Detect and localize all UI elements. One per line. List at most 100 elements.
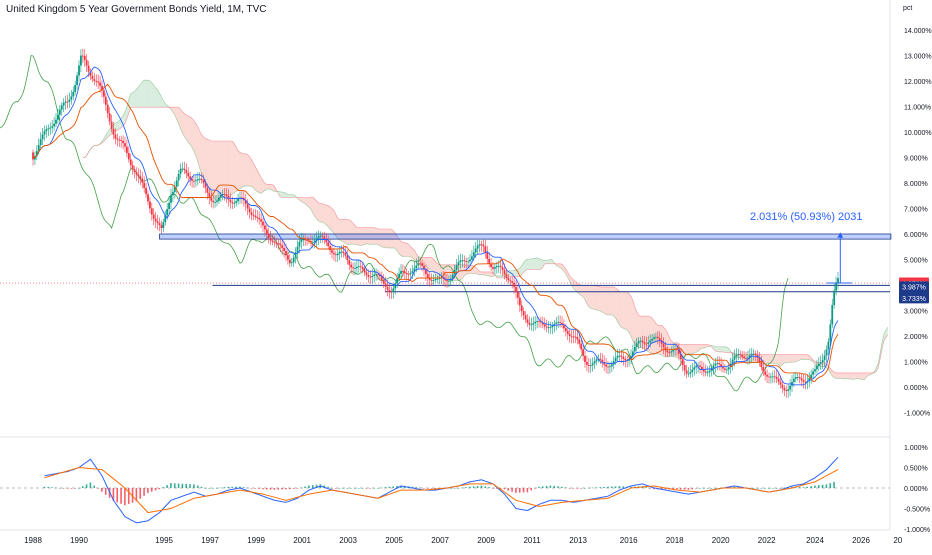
histogram-bar [507, 488, 509, 490]
candle-body [536, 321, 538, 322]
candle-body [128, 153, 130, 159]
candle-body [82, 56, 84, 57]
cloud-segment [777, 355, 779, 365]
price-tick-label: 13.000% [904, 54, 932, 61]
histogram-bar [331, 488, 333, 489]
histogram-bar [619, 486, 621, 488]
candle-body [360, 266, 362, 267]
histogram-bar [799, 487, 801, 488]
candle-body [70, 96, 72, 99]
candle-body [178, 174, 180, 181]
histogram-bar [197, 486, 199, 488]
candle-body [136, 172, 138, 174]
histogram-bar [707, 488, 709, 489]
candle-body [371, 276, 373, 277]
candle-body [103, 90, 105, 96]
osc-tick-label: -0.500% [904, 507, 930, 514]
candle-body [235, 201, 237, 203]
candle-body [201, 179, 203, 180]
histogram-bar [680, 488, 682, 489]
candle-body [145, 188, 147, 194]
candle-body [333, 253, 335, 254]
candle-body [134, 169, 136, 172]
cloud-segment [319, 203, 321, 222]
cloud-segment [784, 355, 786, 363]
candle-body [716, 363, 718, 364]
candle-body [766, 375, 768, 377]
candle-body [475, 248, 477, 252]
candle-body [548, 327, 550, 328]
cloud-segment [131, 93, 133, 108]
candle-body [122, 141, 124, 143]
candle-body [465, 261, 467, 262]
cloud-segment [328, 206, 330, 229]
histogram-bar [488, 487, 490, 488]
cloud-segment [621, 292, 623, 329]
histogram-bar [231, 487, 233, 488]
candle-body [427, 274, 429, 278]
cloud-segment [482, 272, 484, 275]
candle-body [504, 270, 506, 274]
histogram-bar [362, 488, 364, 489]
candle-body [105, 97, 107, 105]
candle-body [699, 366, 701, 367]
candle-body [828, 342, 830, 350]
histogram-bar [289, 488, 291, 489]
cloud-segment [194, 121, 196, 156]
candle-body [812, 371, 814, 374]
candle-body [341, 252, 343, 253]
candle-body [249, 208, 251, 212]
candle-body [831, 305, 833, 324]
candle-body [486, 252, 488, 258]
cloud-segment [591, 285, 593, 308]
candle-body [398, 274, 400, 278]
candle-body [559, 322, 561, 323]
cloud-segment [215, 141, 217, 201]
base-line [33, 84, 838, 381]
cloud-segment [282, 192, 284, 198]
cloud-segment [537, 258, 539, 270]
candle-body [256, 217, 258, 218]
candle-body [425, 270, 427, 274]
candle-body [389, 290, 391, 292]
candle-body [392, 288, 394, 292]
chart-title: United Kingdom 5 Year Government Bonds Y… [6, 4, 267, 15]
candle-body [481, 244, 483, 245]
candle-body [120, 140, 122, 141]
cloud-segment [321, 204, 323, 223]
time-tick-label: 1997 [201, 536, 219, 545]
candle-body [322, 236, 324, 237]
cloud-segment [317, 201, 319, 221]
candle-body [728, 367, 730, 369]
histogram-bar [703, 488, 705, 489]
candle-body [32, 152, 34, 159]
time-tick-label: 1990 [70, 536, 88, 545]
candle-body [586, 362, 588, 365]
histogram-bar [803, 487, 805, 488]
candle-body [640, 341, 642, 342]
candle-body [214, 202, 216, 203]
histogram-bar [182, 484, 184, 488]
cloud-segment [850, 373, 852, 379]
candle-body [113, 129, 115, 135]
price-tick-label: 11.000% [904, 105, 931, 112]
time-tick-label: 2007 [431, 536, 449, 545]
candle-body [72, 92, 74, 97]
support-label-1: 3.987% [902, 284, 926, 291]
cloud-segment [347, 220, 349, 245]
candle-body [519, 298, 521, 306]
candle-body [88, 66, 90, 72]
cloud-segment [514, 270, 516, 276]
candle-body [138, 174, 140, 176]
cloud-segment [851, 373, 853, 380]
histogram-bar [810, 486, 812, 488]
cloud-segment [855, 373, 857, 379]
candle-body [44, 131, 46, 134]
cloud-segment [629, 294, 631, 337]
candle-body [180, 169, 182, 174]
histogram-bar [649, 488, 651, 489]
cloud-segment [848, 373, 850, 379]
cloud-segment [401, 241, 403, 256]
price-tick-label: 5.000% [904, 258, 928, 265]
